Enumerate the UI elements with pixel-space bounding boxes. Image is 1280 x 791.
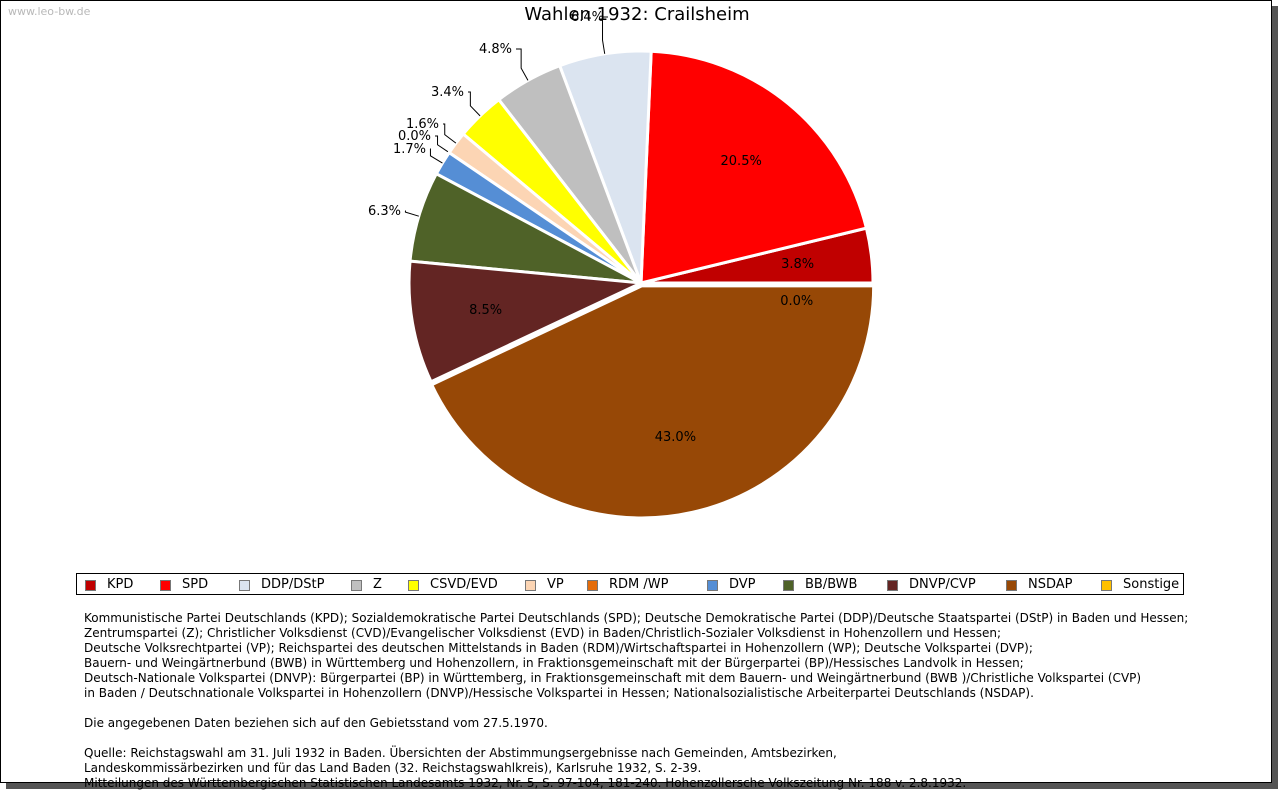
legend-swatch [525,580,536,591]
legend-label: BB/BWB [805,577,858,592]
legend-swatch [783,580,794,591]
legend-label: CSVD/EVD [430,577,498,592]
legend-label: DDP/DStP [261,577,325,592]
chart-title: Wahlen 1932: Crailsheim [524,4,750,25]
pie-chart: 3.8%20.5%6.4%4.8%3.4%1.6%0.0%1.7%6.3%8.5… [368,10,876,520]
pie-leader-line [602,16,608,54]
pie-label: 6.3% [368,204,401,219]
pie-label: 1.6% [406,117,439,132]
pie-label: 4.8% [479,42,512,57]
notes-gebietsstand: Die angegebenen Daten beziehen sich auf … [84,716,548,730]
legend-label: Sonstige [1123,577,1180,592]
pie-slice-spd [639,49,869,285]
legend-label: DVP [729,577,756,592]
legend-label: VP [547,577,564,592]
pie-label: 8.5% [469,303,502,318]
notes-quelle-line: Landeskommissärbezirken und für das Land… [84,761,702,775]
pie-leader-line [443,123,457,144]
notes-quelle-line: Quelle: Reichstagswahl am 31. Juli 1932 … [84,746,837,760]
legend-swatch [85,580,96,591]
pie-label: 6.4% [571,10,604,25]
legend-label: Z [373,577,382,592]
legend-label: NSDAP [1028,577,1073,592]
notes-party-line: in Baden / Deutschnationale Volkspartei … [84,686,1034,700]
pie-label: 3.8% [781,257,814,272]
legend-swatch [408,580,419,591]
notes-party-line: Zentrumspartei (Z); Christlicher Volksdi… [84,626,1002,640]
legend-swatch [707,580,718,591]
pie-label: 1.7% [393,142,426,157]
notes-quelle-line: Mitteilungen des Württembergischen Stati… [84,776,967,790]
legend-swatch [351,580,362,591]
legend-swatch [160,580,171,591]
notes: Kommunistische Partei Deutschlands (KPD)… [84,611,1204,791]
pie-leader-line [468,91,481,117]
pie-leader-line [404,210,419,217]
pie-slice-nsdap [429,284,876,520]
legend: KPD SPD DDP/DStP Z CSVD/EVD VP RDM /WP DVP BB/BW… [76,573,1184,595]
notes-party-line: Kommunistische Partei Deutschlands (KPD)… [84,611,1189,625]
pie-label: 0.0% [780,294,813,309]
pie-slice-dnvp-cvp [407,259,647,384]
pie-label: 43.0% [655,430,696,445]
legend-label: KPD [107,577,134,592]
legend-swatch [1006,580,1017,591]
pie-leader-line [429,148,443,164]
notes-party-line: Deutsch-Nationale Volkspartei (DNVP): Bü… [84,671,1142,685]
legend-label: SPD [182,577,209,592]
legend-swatch [587,580,598,591]
legend-swatch [239,580,250,591]
pie-label: 0.0% [398,129,431,144]
pie-label: 3.4% [431,85,464,100]
pie-leader-line [435,135,450,154]
pie-leader-line [516,48,529,81]
legend-label: RDM /WP [609,577,669,592]
legend-swatch [1101,580,1112,591]
notes-party-line: Bauern- und Weingärtnerbund (BWB) in Wür… [84,656,1024,670]
legend-label: DNVP/CVP [909,577,976,592]
pie-label: 20.5% [721,154,762,169]
watermark: www.leo-bw.de [8,5,91,18]
legend-swatch [887,580,898,591]
notes-party-line: Deutsche Volksrechtpartei (VP); Reichspa… [84,641,1033,655]
